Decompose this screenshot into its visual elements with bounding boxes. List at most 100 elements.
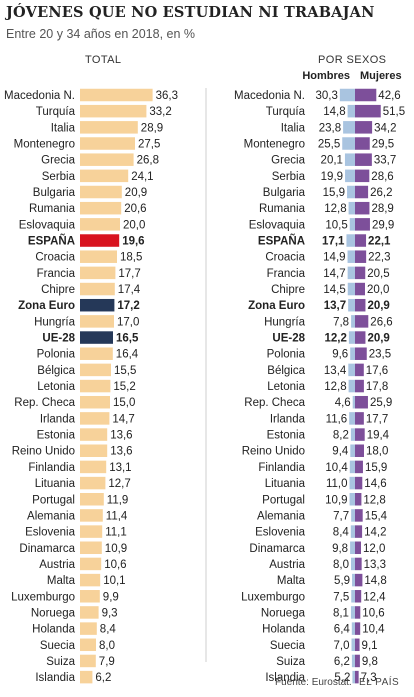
- hombres-value-label: 7,0: [334, 640, 350, 652]
- total-category-label: UE-28: [42, 333, 75, 345]
- mujeres-bar: [355, 412, 364, 425]
- mujeres-value-label: 12,8: [363, 494, 385, 506]
- mujeres-value-label: 10,4: [362, 624, 385, 636]
- total-bar: [80, 541, 102, 555]
- sexes-category-label: Suecia: [270, 640, 306, 652]
- total-category-label: Bélgica: [37, 365, 75, 377]
- sexes-category-label: Finlandia: [258, 462, 305, 474]
- hombres-value-label: 14,8: [323, 106, 345, 118]
- hombres-value-label: 12,8: [324, 203, 346, 215]
- mujeres-bar: [355, 428, 365, 441]
- mujeres-bar: [355, 169, 370, 183]
- hombres-bar: [347, 185, 355, 199]
- total-category-label: Malta: [47, 575, 76, 587]
- mujeres-value-label: 14,8: [364, 575, 386, 587]
- total-category-label: Suiza: [46, 656, 75, 668]
- hombres-bar: [347, 104, 355, 118]
- total-category-label: ESPAÑA: [28, 235, 75, 248]
- legend-hombres: Hombres: [302, 70, 350, 82]
- total-bar: [80, 509, 103, 522]
- hombres-value-label: 10,5: [325, 219, 347, 231]
- total-value-label: 11,4: [106, 510, 128, 522]
- mujeres-value-label: 51,5: [383, 106, 405, 118]
- mujeres-value-label: 12,4: [363, 591, 386, 603]
- total-category-label: Letonia: [37, 381, 75, 393]
- total-category-label: Hungría: [34, 316, 76, 328]
- mujeres-bar: [355, 444, 364, 457]
- mujeres-value-label: 12,0: [363, 543, 385, 555]
- mujeres-value-label: 17,8: [366, 381, 388, 393]
- hombres-bar: [350, 444, 355, 457]
- sexes-category-label: Malta: [277, 575, 306, 587]
- total-category-label: Zona Euro: [18, 300, 75, 312]
- total-category-label: Grecia: [41, 155, 75, 167]
- total-category-label: Francia: [37, 268, 76, 280]
- total-bar: [80, 476, 106, 490]
- mujeres-bar: [355, 153, 372, 166]
- mujeres-bar: [355, 234, 367, 247]
- total-bar: [80, 201, 122, 215]
- total-category-label: Polonia: [37, 349, 76, 361]
- sexes-category-label: Zona Euro: [248, 300, 305, 312]
- hombres-bar: [351, 638, 355, 652]
- mujeres-bar: [355, 282, 365, 296]
- total-bar: [80, 347, 113, 360]
- total-bar: [80, 250, 117, 263]
- hombres-value-label: 9,6: [332, 349, 348, 361]
- sexes-category-label: Eslovaquia: [249, 219, 306, 231]
- sexes-category-label: Chipre: [271, 284, 305, 296]
- hombres-value-label: 6,4: [334, 624, 351, 636]
- hombres-value-label: 7,5: [333, 591, 349, 603]
- sexes-category-label: Estonia: [267, 430, 306, 442]
- hombres-bar: [351, 590, 355, 603]
- total-value-label: 19,6: [122, 236, 144, 248]
- sexes-panel-title: POR SEXOS: [318, 54, 386, 66]
- hombres-value-label: 4,6: [335, 397, 351, 409]
- hombres-bar: [349, 476, 355, 490]
- hombres-value-label: 30,3: [315, 90, 337, 102]
- hombres-value-label: 7,8: [333, 316, 349, 328]
- mujeres-bar: [355, 218, 370, 231]
- hombres-bar: [351, 509, 355, 522]
- total-bar: [80, 266, 116, 280]
- total-bar: [80, 379, 111, 393]
- mujeres-bar: [355, 395, 368, 409]
- hombres-value-label: 25,5: [318, 139, 340, 151]
- total-category-label: Irlanda: [40, 413, 76, 425]
- total-bar: [80, 363, 111, 377]
- mujeres-value-label: 26,6: [370, 316, 392, 328]
- total-category-label: Finlandia: [28, 462, 75, 474]
- hombres-value-label: 9,8: [332, 543, 348, 555]
- hombres-bar: [351, 622, 355, 635]
- mujeres-bar: [355, 493, 362, 506]
- hombres-bar: [349, 412, 355, 425]
- total-category-label: Eslovenia: [25, 527, 75, 539]
- total-value-label: 20,6: [124, 203, 146, 215]
- hombres-bar: [348, 201, 355, 215]
- mujeres-bar: [355, 460, 363, 474]
- total-category-label: Alemania: [27, 510, 76, 522]
- mujeres-value-label: 9,8: [362, 656, 378, 668]
- hombres-value-label: 19,9: [321, 171, 343, 183]
- total-category-label: Macedonia N.: [4, 90, 75, 102]
- total-value-label: 13,6: [110, 446, 132, 458]
- sexes-category-label: Suiza: [276, 656, 305, 668]
- mujeres-bar: [355, 654, 360, 668]
- mujeres-bar: [355, 573, 363, 587]
- mujeres-bar: [355, 298, 366, 312]
- total-bar: [80, 137, 135, 150]
- sexes-category-label: Noruega: [261, 607, 306, 619]
- mujeres-bar: [355, 622, 361, 635]
- total-category-label: Dinamarca: [19, 543, 75, 555]
- mujeres-value-label: 14,2: [364, 527, 386, 539]
- total-category-label: Croacia: [35, 252, 75, 264]
- mujeres-value-label: 20,5: [367, 268, 389, 280]
- sexes-category-label: Rumania: [259, 203, 306, 215]
- total-category-label: Montenegro: [14, 139, 75, 151]
- mujeres-value-label: 18,0: [366, 446, 388, 458]
- total-value-label: 17,2: [117, 300, 139, 312]
- chart-title: JÓVENES QUE NO ESTUDIAN NI TRABAJAN: [6, 4, 375, 21]
- sexes-category-label: Serbia: [272, 171, 306, 183]
- total-bar: [80, 590, 100, 603]
